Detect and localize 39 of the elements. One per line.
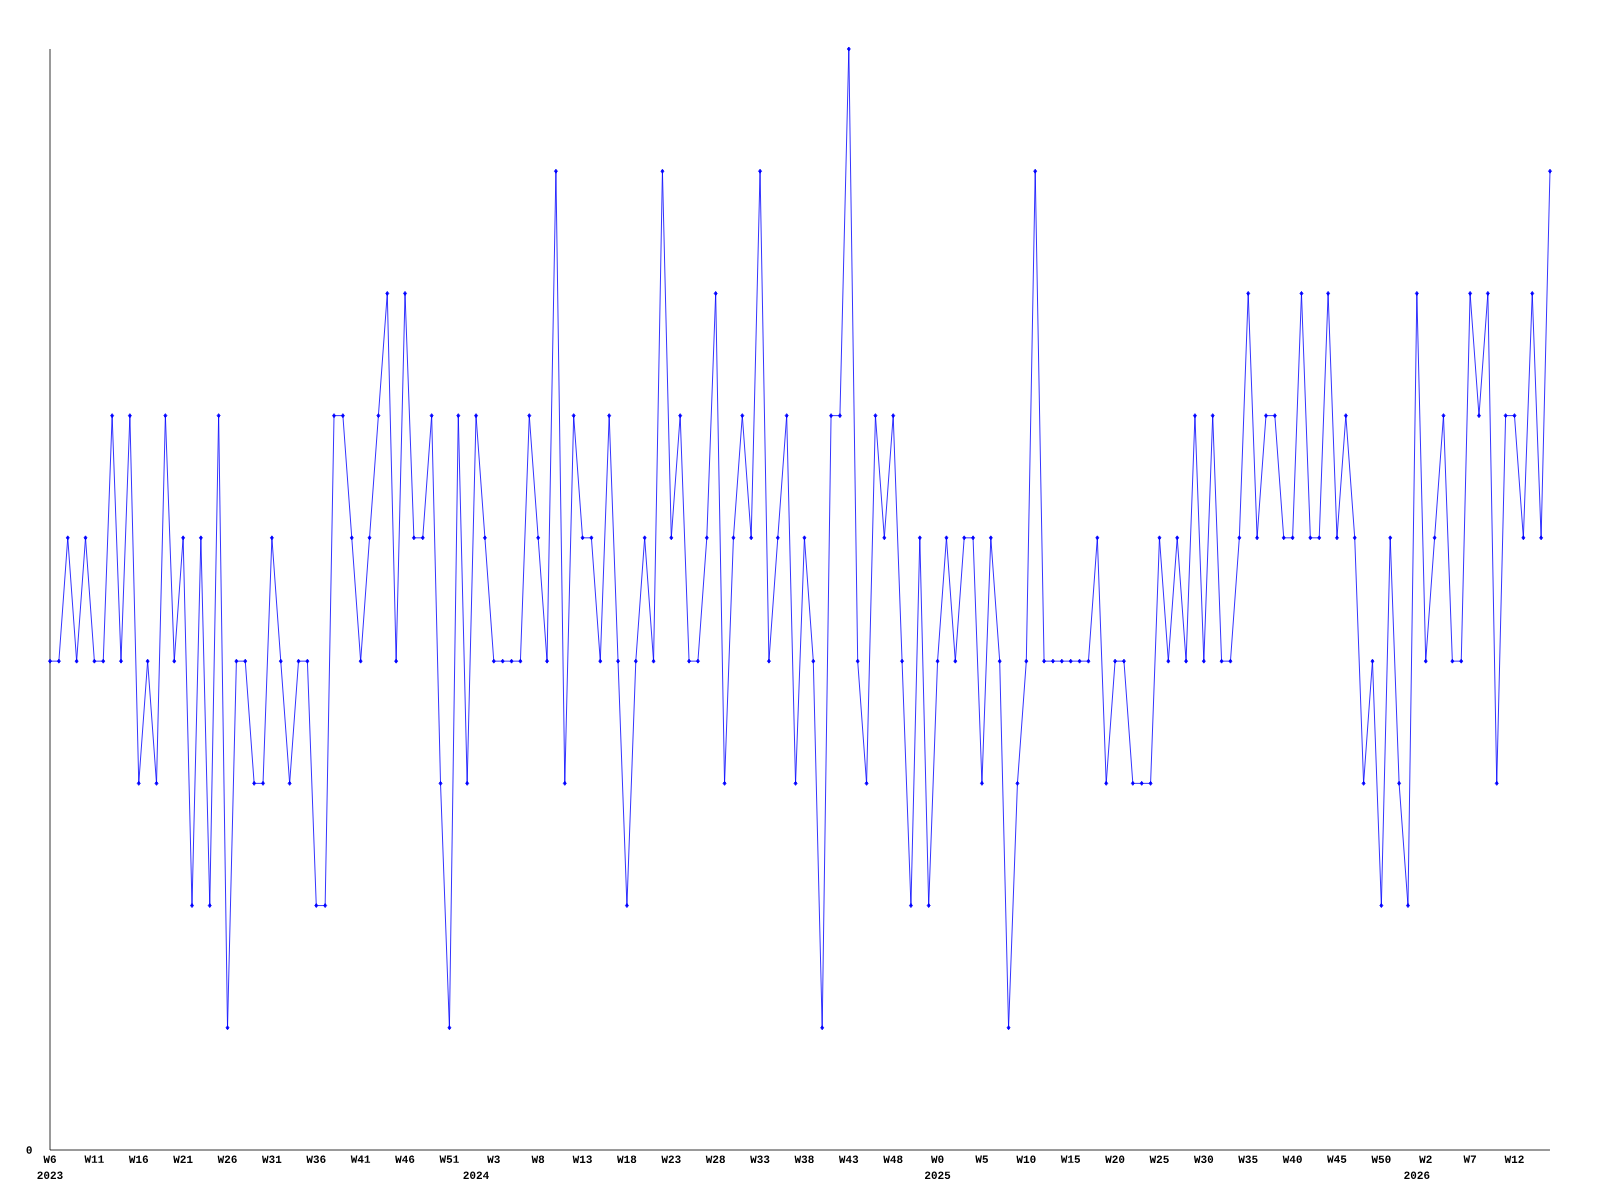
- x-tick-label: W46: [395, 1155, 415, 1163]
- x-tick-label: W51: [439, 1155, 459, 1163]
- x-tick-label: W23: [661, 1155, 681, 1164]
- x-tick-label: W28: [705, 1155, 725, 1163]
- x-tick-label: W38: [794, 1155, 814, 1164]
- x-tick-label: W15: [1060, 1155, 1081, 1163]
- x-tick-label: W5: [975, 1155, 988, 1163]
- x-tick-label: W48: [883, 1155, 903, 1163]
- text: 2024: [463, 1171, 489, 1179]
- x-tick-label: W31: [261, 1155, 282, 1164]
- x-tick-label: W6: [43, 1155, 56, 1163]
- x-tick-label: W11: [84, 1155, 104, 1163]
- text: 2023: [37, 1171, 63, 1180]
- x-tick-label: W8: [531, 1155, 545, 1163]
- x-tick-label: W2: [1419, 1155, 1432, 1163]
- x-tick-label: W7: [1463, 1155, 1476, 1163]
- x-tick-label: W16: [128, 1155, 149, 1163]
- x-tick-label: W0: [930, 1155, 944, 1163]
- x-tick-label: W45: [1327, 1155, 1347, 1163]
- x-tick-label: W41: [350, 1155, 371, 1163]
- text: 2026: [1404, 1171, 1430, 1179]
- x-tick-label: W20: [1105, 1155, 1125, 1163]
- text: 2025: [925, 1171, 951, 1179]
- x-tick-label: W3: [487, 1155, 500, 1164]
- x-tick-label: W10: [1016, 1155, 1036, 1163]
- x-tick-label: W25: [1149, 1155, 1169, 1163]
- x-tick-label: W30: [1193, 1155, 1214, 1164]
- text: 0: [26, 1146, 32, 1154]
- x-tick-label: W21: [173, 1155, 193, 1163]
- x-tick-label: W35: [1238, 1155, 1258, 1164]
- x-tick-label: W40: [1282, 1155, 1302, 1163]
- x-tick-label: W50: [1371, 1155, 1391, 1163]
- x-tick-label: W43: [838, 1155, 859, 1164]
- x-tick-label: W13: [572, 1155, 592, 1164]
- x-tick-label: W36: [306, 1155, 326, 1164]
- x-tick-label: W33: [750, 1155, 770, 1164]
- x-tick-label: W12: [1504, 1155, 1524, 1163]
- x-tick-label: W18: [617, 1155, 637, 1163]
- x-tick-label: W26: [217, 1155, 237, 1163]
